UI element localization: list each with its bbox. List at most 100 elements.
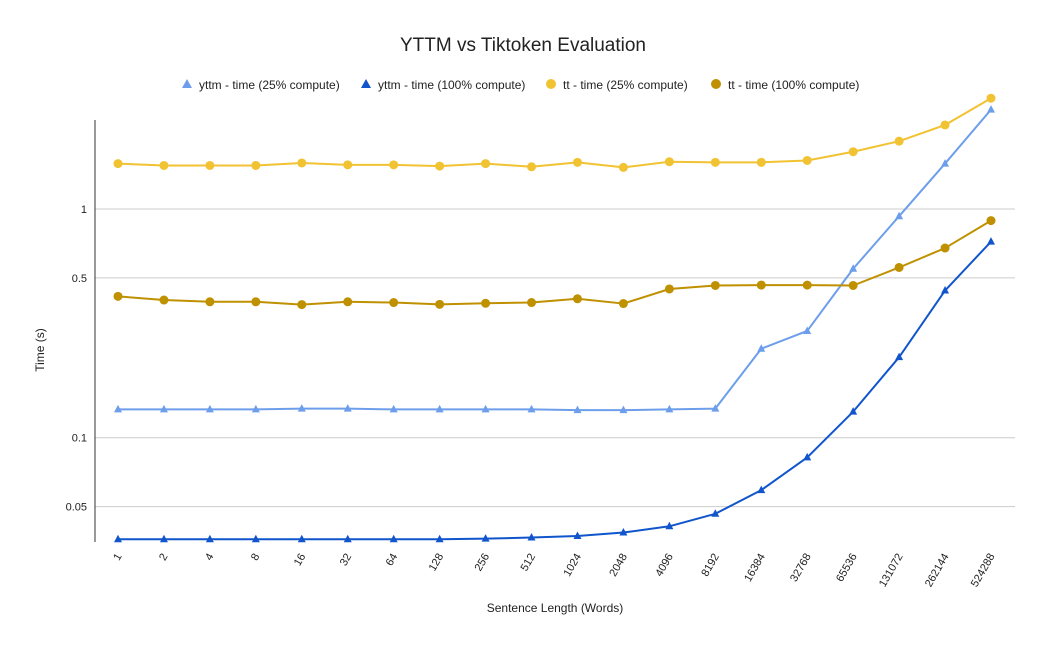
x-tick-label: 1024 <box>561 552 584 579</box>
data-point <box>205 160 215 170</box>
data-point <box>941 159 950 167</box>
data-point <box>251 534 260 543</box>
data-point <box>297 158 307 168</box>
x-axis-label: Sentence Length (Words) <box>487 601 624 615</box>
data-point <box>159 160 169 170</box>
y-tick-label: 0.5 <box>72 273 87 285</box>
x-tick-label: 2048 <box>607 552 630 579</box>
data-point <box>664 157 674 167</box>
data-point <box>849 407 858 415</box>
data-point <box>389 160 399 170</box>
x-tick-label: 8 <box>249 552 262 563</box>
data-point <box>297 534 306 543</box>
y-tick-labels: 0.05 0.1 0.5 1 <box>66 204 87 514</box>
data-point <box>710 157 720 167</box>
legend-marker <box>182 79 192 88</box>
legend: yttm - time (25% compute) yttm - time (10… <box>182 78 859 92</box>
data-point <box>343 160 353 170</box>
legend-marker <box>711 79 721 89</box>
legend-label: tt - time (25% compute) <box>563 78 688 92</box>
x-tick-label: 64 <box>384 552 401 569</box>
y-axis-label: Time (s) <box>33 328 47 372</box>
data-point <box>114 534 122 543</box>
data-point <box>481 298 491 308</box>
series-line <box>117 219 992 306</box>
data-point <box>757 344 766 352</box>
data-point <box>435 161 445 171</box>
series-line <box>117 97 992 169</box>
legend-label: yttm - time (25% compute) <box>199 78 340 92</box>
data-point <box>481 534 490 542</box>
data-point <box>710 280 720 290</box>
data-point <box>159 404 168 413</box>
data-point <box>987 237 995 245</box>
data-point <box>114 404 122 413</box>
data-point <box>113 159 123 169</box>
y-tick-label: 1 <box>81 204 87 216</box>
x-tick-label: 4096 <box>653 552 676 579</box>
series-4 <box>113 216 996 310</box>
data-point <box>159 534 168 543</box>
data-point <box>527 162 537 172</box>
data-point <box>527 404 536 413</box>
data-point <box>572 294 582 304</box>
data-point <box>297 300 307 310</box>
data-point <box>389 534 398 543</box>
data-point <box>941 286 950 294</box>
data-point <box>619 405 628 414</box>
data-point <box>205 534 214 543</box>
data-point <box>251 160 261 170</box>
legend-label: yttm - time (100% compute) <box>378 78 525 92</box>
data-point <box>619 528 628 536</box>
x-tick-label: 65536 <box>834 552 860 584</box>
data-point <box>435 404 444 413</box>
data-point <box>665 521 674 530</box>
data-point <box>711 509 720 517</box>
data-point <box>435 534 444 543</box>
data-point <box>756 280 766 290</box>
x-tick-labels: 1 2 4 8 16 32 64 128 256 512 1024 2048 4096 8192 16384… <box>111 552 997 590</box>
y-tick-label: 0.05 <box>66 502 87 514</box>
x-tick-label: 512 <box>519 552 539 574</box>
data-point <box>618 162 628 172</box>
data-point <box>205 404 214 413</box>
data-point <box>527 298 537 308</box>
x-tick-label: 4 <box>203 552 216 563</box>
legend-marker <box>546 79 556 89</box>
data-point <box>803 326 812 334</box>
data-point <box>481 159 491 169</box>
x-tick-label: 1 <box>111 552 124 563</box>
data-point <box>205 297 215 307</box>
series-1 <box>114 105 995 414</box>
data-point <box>940 243 950 253</box>
data-point <box>389 404 398 413</box>
data-point <box>895 211 904 220</box>
chart-title: YTTM vs Tiktoken Evaluation <box>400 35 646 56</box>
series-line <box>118 108 992 412</box>
data-point <box>711 404 720 412</box>
data-point <box>435 299 445 309</box>
x-tick-label: 256 <box>473 552 493 574</box>
data-point <box>756 157 766 167</box>
legend-marker <box>361 79 371 88</box>
data-point <box>848 280 858 290</box>
legend-label: tt - time (100% compute) <box>728 78 859 92</box>
data-point <box>251 297 261 307</box>
x-tick-label: 131072 <box>877 552 906 590</box>
data-point <box>343 534 352 543</box>
data-point <box>802 280 812 290</box>
x-tick-label: 2 <box>157 552 170 563</box>
data-point <box>573 531 582 539</box>
data-point <box>664 284 674 294</box>
data-point <box>987 105 995 113</box>
data-point <box>251 404 260 413</box>
x-tick-label: 262144 <box>923 552 952 590</box>
y-tick-label: 0.1 <box>72 433 87 445</box>
data-point <box>389 298 399 308</box>
x-tick-label: 128 <box>427 552 447 574</box>
data-point <box>757 485 766 494</box>
x-tick-label: 16 <box>292 552 309 569</box>
data-point <box>848 147 858 157</box>
data-point <box>986 216 996 226</box>
